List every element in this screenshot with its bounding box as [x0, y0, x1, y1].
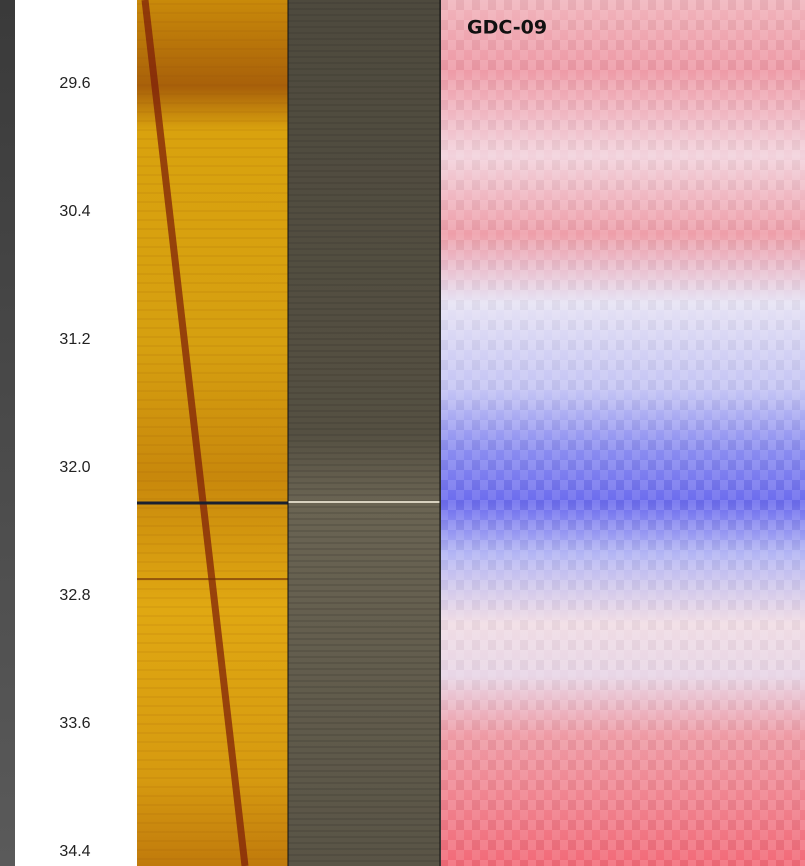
depth-label: 29.6 [59, 75, 90, 92]
scan-image [137, 0, 288, 866]
depth-label: 32.8 [59, 587, 90, 604]
depth-column [15, 0, 137, 866]
core-photo [287, 0, 441, 866]
depth-labels: 29.6 30.4 31.2 32.0 32.8 33.6 34.4 [59, 75, 90, 860]
depth-label: 30.4 [59, 203, 90, 220]
depth-label: 31.2 [59, 331, 90, 348]
depth-label: 33.6 [59, 715, 90, 732]
core-title: GDC-09 [467, 17, 547, 39]
depth-label: 34.4 [59, 843, 90, 860]
depth-label: 32.0 [59, 459, 90, 476]
heatmap [441, 0, 805, 866]
